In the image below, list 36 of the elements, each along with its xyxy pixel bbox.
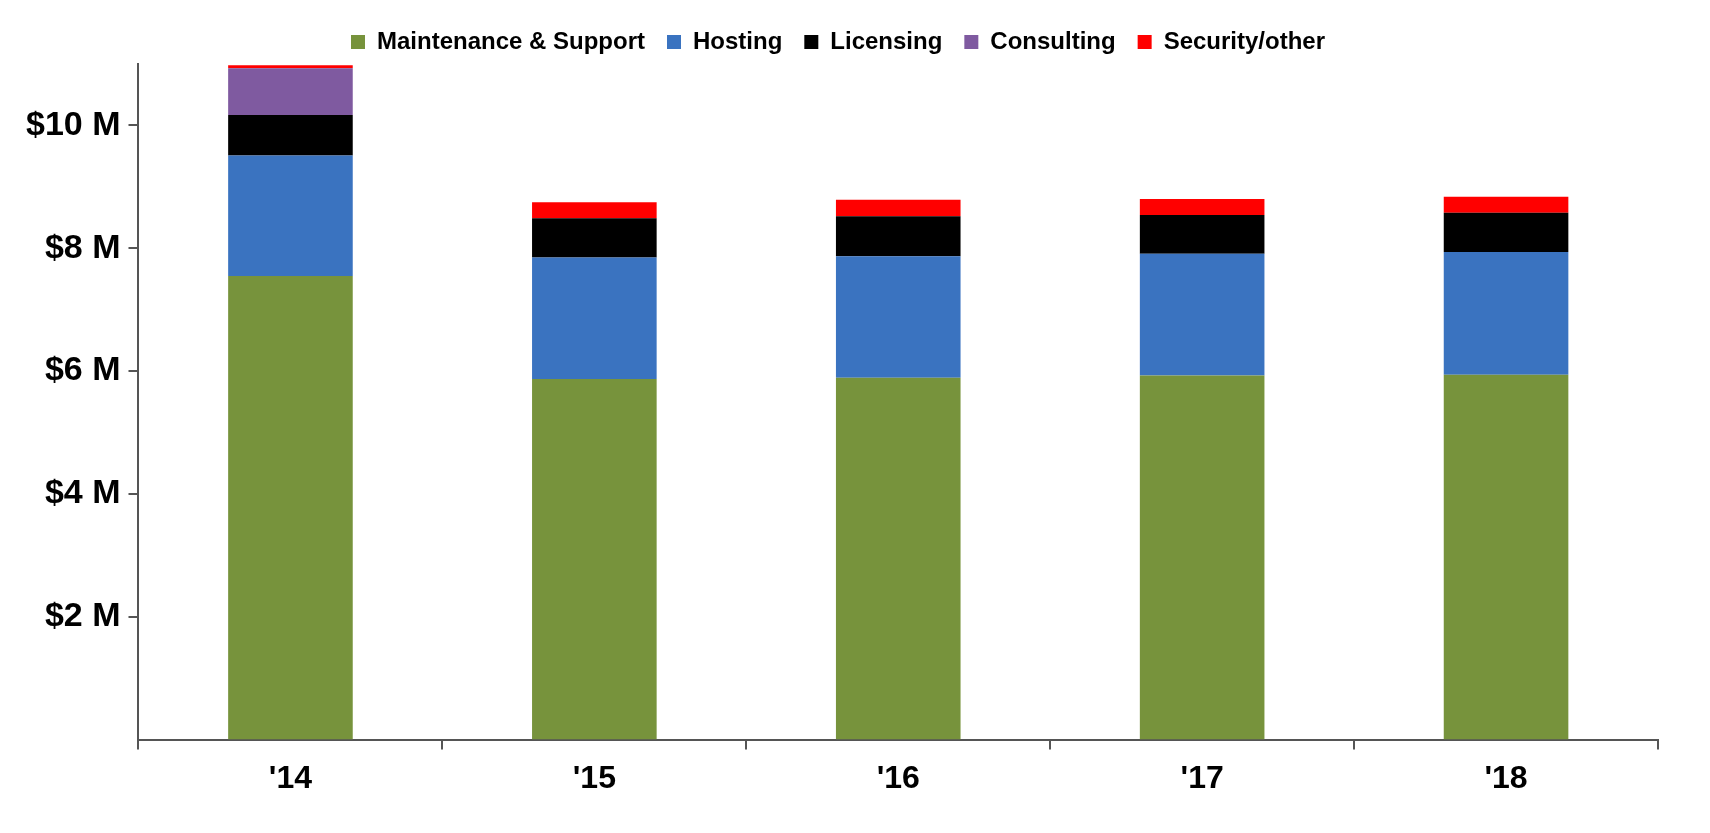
x-tick-label: '16 xyxy=(876,758,920,795)
bar xyxy=(835,216,961,257)
bar xyxy=(228,65,353,69)
bar xyxy=(1443,196,1569,213)
bar xyxy=(835,377,961,740)
legend-label: Licensing xyxy=(830,26,943,54)
bar xyxy=(1443,212,1569,252)
bar xyxy=(1139,215,1265,254)
bar xyxy=(1139,253,1265,376)
legend-label: Hosting xyxy=(693,26,783,54)
bar xyxy=(228,68,353,115)
bar xyxy=(1443,374,1569,740)
x-tick-label: '15 xyxy=(572,758,616,795)
y-tick-label: $6 M xyxy=(44,349,121,388)
bar xyxy=(228,114,353,156)
bar xyxy=(1139,375,1265,740)
bar xyxy=(835,199,961,217)
x-tick-label: '18 xyxy=(1484,758,1528,795)
bar xyxy=(228,275,353,740)
legend-label: Security/other xyxy=(1163,26,1326,54)
legend-label: Consulting xyxy=(990,26,1116,54)
bar xyxy=(532,257,657,380)
legend-label: Maintenance & Support xyxy=(376,26,646,54)
bar xyxy=(1139,199,1265,216)
y-tick-label: $10 M xyxy=(26,103,121,142)
x-tick-label: '14 xyxy=(268,758,313,795)
bar xyxy=(228,155,353,276)
bar xyxy=(532,379,657,740)
bar xyxy=(532,202,657,219)
x-tick-label: '17 xyxy=(1180,758,1224,795)
bar xyxy=(532,218,657,258)
bar xyxy=(835,256,961,378)
y-tick-label: $4 M xyxy=(44,472,121,511)
y-tick-label: $2 M xyxy=(44,595,121,634)
y-tick-label: $8 M xyxy=(44,226,121,265)
bar xyxy=(1443,251,1569,375)
